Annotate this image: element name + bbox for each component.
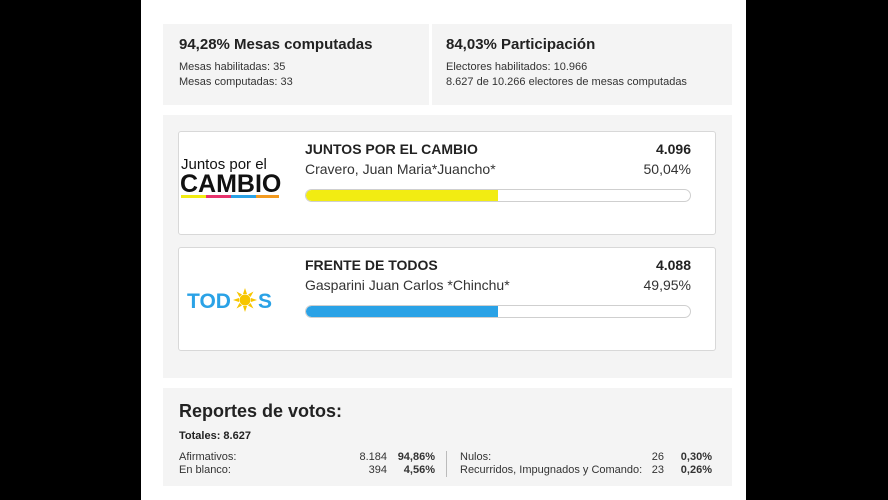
logo-line1: Juntos por el xyxy=(181,156,267,173)
report-percent: 0,26% xyxy=(680,464,712,476)
report-label: Recurridos, Impugnados y Comando: xyxy=(460,464,643,476)
mesas-title: 94,28% Mesas computadas xyxy=(179,36,373,53)
report-value: 23 xyxy=(651,464,664,476)
report-row-en-blanco: En blanco: 394 4,56% xyxy=(179,464,435,477)
reports-title: Reportes de votos: xyxy=(179,401,343,421)
party-name: JUNTOS POR EL CAMBIO xyxy=(305,141,478,157)
vote-count: 4.096 xyxy=(655,141,691,157)
juntos-por-el-cambio-logo: Juntos por el CAMBIO xyxy=(179,132,297,234)
report-value: 8.184 xyxy=(359,451,387,463)
report-value: 394 xyxy=(368,464,387,476)
vote-percent: 50,04% xyxy=(643,161,691,177)
vote-bar xyxy=(305,305,691,318)
mesas-box: 94,28% Mesas computadas Mesas habilitada… xyxy=(163,24,429,105)
results-page: 94,28% Mesas computadas Mesas habilitada… xyxy=(141,0,746,500)
logo-text-b: S xyxy=(258,290,272,313)
vote-bar-fill xyxy=(306,190,499,201)
logo-text-a: TOD xyxy=(187,290,231,313)
frente-de-todos-logo: TOD S xyxy=(179,248,297,350)
vote-count: 4.088 xyxy=(655,257,691,273)
candidate-card-jxc[interactable]: Juntos por el CAMBIO JUNTOS POR EL CAMBI… xyxy=(178,131,716,235)
candidate-name: Cravero, Juan Maria*Juancho* xyxy=(305,161,496,177)
logo-line2: CAMBIO xyxy=(180,170,281,198)
report-row-recurridos: Recurridos, Impugnados y Comando: 23 0,2… xyxy=(460,464,712,477)
reports-total: Totales: 8.627 xyxy=(179,430,251,442)
vote-bar-fill xyxy=(306,306,498,317)
reports-left-column: Afirmativos: 8.184 94,86% En blanco: 394… xyxy=(179,451,435,477)
electores-computados: 8.627 de 10.266 electores de mesas compu… xyxy=(446,76,687,88)
party-name: FRENTE DE TODOS xyxy=(305,257,438,273)
summary-stats: 94,28% Mesas computadas Mesas habilitada… xyxy=(163,24,732,105)
report-label: En blanco: xyxy=(179,464,231,476)
candidate-name: Gasparini Juan Carlos *Chinchu* xyxy=(305,277,510,293)
report-label: Afirmativos: xyxy=(179,451,237,463)
reports-grid: Afirmativos: 8.184 94,86% En blanco: 394… xyxy=(179,451,716,481)
participacion-title: 84,03% Participación xyxy=(446,36,596,53)
report-row-afirmativos: Afirmativos: 8.184 94,86% xyxy=(179,451,435,464)
participacion-box: 84,03% Participación Electores habilitad… xyxy=(432,24,732,105)
report-value: 26 xyxy=(651,451,664,463)
report-percent: 4,56% xyxy=(403,464,435,476)
candidate-results: Juntos por el CAMBIO JUNTOS POR EL CAMBI… xyxy=(163,115,732,378)
vote-bar xyxy=(305,189,691,202)
electores-habilitados: Electores habilitados: 10.966 xyxy=(446,61,588,73)
mesas-computadas: Mesas computadas: 33 xyxy=(179,76,293,88)
vote-percent: 49,95% xyxy=(643,277,691,293)
report-percent: 0,30% xyxy=(680,451,712,463)
report-label: Nulos: xyxy=(460,451,492,463)
vote-reports: Reportes de votos: Totales: 8.627 Afirma… xyxy=(163,388,732,486)
mesas-habilitadas: Mesas habilitadas: 35 xyxy=(179,61,286,73)
report-percent: 94,86% xyxy=(397,451,435,463)
report-row-nulos: Nulos: 26 0,30% xyxy=(460,451,712,464)
candidate-card-fdt[interactable]: TOD S xyxy=(178,247,716,351)
reports-right-column: Nulos: 26 0,30% Recurridos, Impugnados y… xyxy=(446,451,712,477)
